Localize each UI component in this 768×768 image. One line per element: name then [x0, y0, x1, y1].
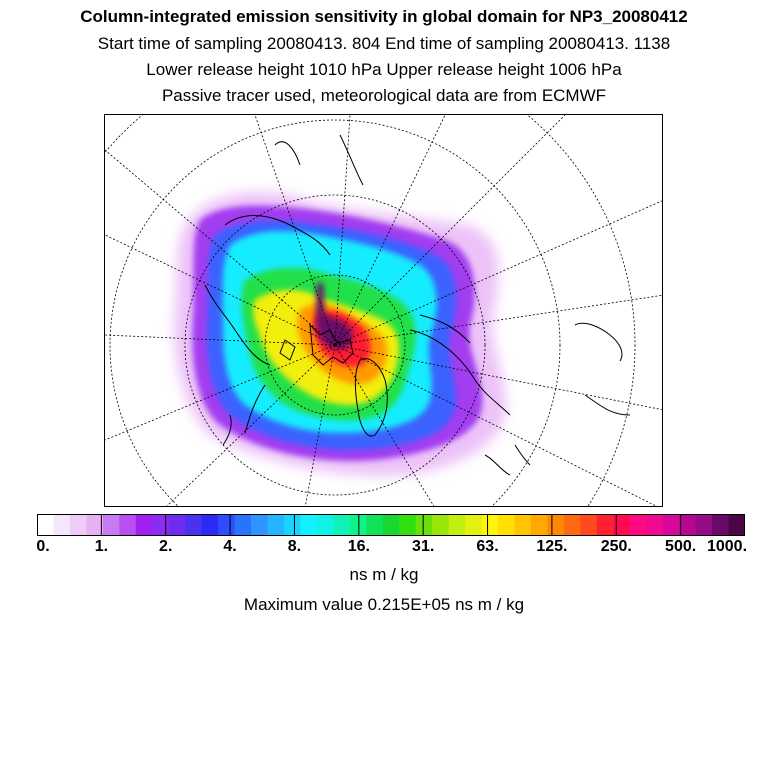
colorbar-swatch	[382, 514, 400, 536]
meridian-line	[334, 115, 446, 346]
coastline-north-pacific	[574, 322, 631, 416]
colorbar-swatch	[119, 514, 137, 536]
plot-title: Column-integrated emission sensitivity i…	[80, 7, 688, 26]
latitude-circle	[109, 119, 561, 506]
colorbar-swatch	[185, 514, 203, 536]
colorbar-swatch	[415, 514, 433, 536]
sampling-time-line: Start time of sampling 20080413. 804 End…	[97, 34, 671, 53]
colorbar-swatch	[102, 514, 120, 536]
colorbar-swatch	[168, 514, 186, 536]
coastline-arctic-islands	[279, 323, 354, 366]
coastline-pacific-islands	[484, 444, 531, 476]
colorbar-swatch	[300, 514, 318, 536]
colorbar-swatch	[448, 514, 466, 536]
colorbar-tick-label: 8.	[287, 538, 302, 555]
colorbar-border	[37, 514, 745, 536]
maximum-value: Maximum value 0.215E+05 ns m / kg	[243, 595, 525, 614]
colorbar-swatch	[498, 514, 516, 536]
meridian-line	[334, 115, 351, 346]
colorbar-swatch	[333, 514, 351, 536]
colorbar-tick-label: 250.	[600, 538, 632, 555]
colorbar-swatch	[629, 514, 647, 536]
colorbar-swatch	[267, 514, 285, 536]
meridian-line	[105, 344, 336, 441]
meridian-line	[254, 115, 336, 346]
coastline-greenland	[354, 358, 388, 437]
coastline-east-asia	[222, 384, 266, 446]
colorbar-swatch	[481, 514, 499, 536]
colorbar-swatch	[712, 514, 730, 536]
colorbar-swatch	[563, 514, 581, 536]
colorbar-swatch	[201, 514, 219, 536]
colorbar-tick-label: 500.	[665, 538, 697, 555]
colorbar-swatch	[514, 514, 532, 536]
meridian-line	[166, 344, 336, 506]
release-height-line: Lower release height 1010 hPa Upper rele…	[146, 60, 622, 79]
colorbar-swatch	[580, 514, 598, 536]
colorbar-swatch	[316, 514, 334, 536]
meridian-line	[334, 294, 662, 346]
colorbar-swatch	[646, 514, 664, 536]
colorbar-swatch	[37, 514, 55, 536]
colorbar-swatch	[86, 514, 104, 536]
colorbar-tick-label: 125.	[536, 538, 568, 555]
colorbar-swatch	[218, 514, 236, 536]
map-canvas	[105, 115, 662, 506]
colorbar-swatch	[728, 514, 746, 536]
graticule	[105, 115, 662, 506]
colorbar-svg	[36, 514, 746, 536]
latitude-circle	[184, 194, 486, 496]
coastline-eurasia	[204, 215, 331, 366]
colorbar-swatch	[399, 514, 417, 536]
colorbar-swatch	[366, 514, 384, 536]
colorbar-swatch	[695, 514, 713, 536]
colorbar-tick-label: 63.	[476, 538, 499, 555]
colorbar-units: ns m / kg	[349, 565, 419, 584]
colorbar-swatch	[547, 514, 565, 536]
colorbar-swatch	[234, 514, 252, 536]
latitude-circle	[264, 274, 406, 416]
colorbar-tick-label: 0.	[36, 538, 50, 555]
colorbar-swatch	[596, 514, 614, 536]
latitude-circle	[105, 115, 636, 506]
colorbar-swatch	[530, 514, 549, 536]
colorbar-tick-label: 31.	[412, 538, 435, 555]
colorbar-tick-label: 2.	[159, 538, 173, 555]
colorbar-swatch	[662, 514, 680, 536]
sensitivity-map	[104, 114, 663, 507]
colorbar-swatch	[465, 514, 483, 536]
colorbar-tick-label: 4.	[223, 538, 237, 555]
tracer-info-line: Passive tracer used, meteorological data…	[161, 86, 607, 105]
meridian-line	[334, 344, 657, 506]
colorbar-swatch	[53, 514, 71, 536]
colorbar-tick-label: 1000.	[706, 538, 748, 555]
colorbar-swatch	[135, 514, 153, 536]
colorbar-swatch	[283, 514, 302, 536]
colorbar-swatch	[432, 514, 450, 536]
colorbar-tick-label: 16.	[347, 538, 370, 555]
colorbar-swatch	[152, 514, 170, 536]
colorbar-swatch	[679, 514, 697, 536]
colorbar-swatch	[69, 514, 87, 536]
meridian-line	[105, 234, 336, 346]
colorbar-swatch	[613, 514, 631, 536]
colorbar	[36, 514, 746, 536]
colorbar-swatch	[251, 514, 269, 536]
sensitivity-field	[174, 192, 506, 476]
coastlines	[204, 134, 631, 476]
coastline-north-america	[409, 314, 511, 416]
colorbar-tick-label: 1.	[94, 538, 109, 555]
coastline-europe	[274, 134, 364, 186]
